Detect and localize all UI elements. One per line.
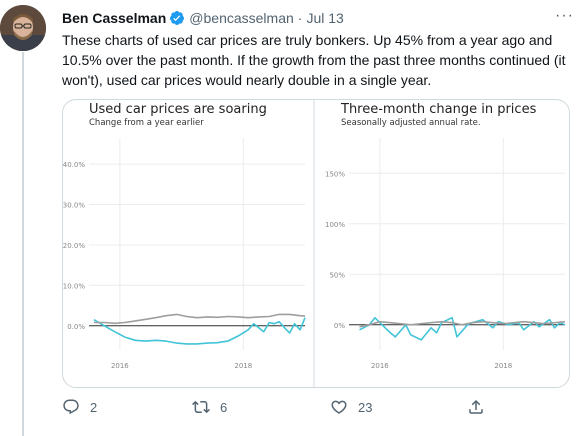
panel-divider bbox=[313, 100, 315, 387]
y-tick-label: 10.0% bbox=[63, 282, 85, 290]
x-tick-label: 2018 bbox=[494, 362, 512, 370]
reply-button[interactable]: 2 bbox=[62, 398, 97, 416]
chart-subtitle: Seasonally adjusted annual rate. bbox=[341, 118, 481, 128]
x-tick-label: 2016 bbox=[111, 362, 129, 370]
chart-subtitle: Change from a year earlier bbox=[89, 118, 204, 128]
more-icon[interactable]: ··· bbox=[555, 7, 574, 24]
x-tick-label: 2016 bbox=[371, 362, 389, 370]
series-line bbox=[359, 316, 566, 341]
chart-title: Three-month change in prices bbox=[341, 102, 537, 117]
tweet-text: These charts of used car prices are trul… bbox=[62, 32, 566, 88]
chart-panel-yoy: 40.0% 30.0% 20.0% 10.0% 0.0% 2016 2018 Used ca… bbox=[63, 100, 313, 387]
like-button[interactable]: 23 bbox=[330, 398, 372, 416]
series-line bbox=[93, 317, 306, 345]
share-button[interactable] bbox=[467, 398, 485, 416]
retweet-icon bbox=[192, 400, 210, 414]
reply-icon bbox=[63, 399, 79, 415]
tweet-header: Ben Casselman @bencasselman · Jul 13 bbox=[62, 8, 578, 28]
share-icon bbox=[469, 399, 483, 414]
y-tick-label: 50% bbox=[329, 271, 345, 279]
y-tick-label: 40.0% bbox=[63, 161, 85, 169]
x-tick-label: 2018 bbox=[234, 362, 252, 370]
tweet-timestamp[interactable]: Jul 13 bbox=[306, 10, 344, 26]
thread-line bbox=[22, 52, 24, 436]
y-tick-label: 100% bbox=[325, 221, 345, 229]
separator-dot: · bbox=[297, 10, 303, 26]
tweet-media[interactable]: 40.0% 30.0% 20.0% 10.0% 0.0% 2016 2018 Used ca… bbox=[62, 99, 570, 388]
y-tick-label: 150% bbox=[325, 170, 345, 178]
like-count: 23 bbox=[358, 399, 373, 415]
chart-title: Used car prices are soaring bbox=[89, 102, 267, 117]
y-tick-label: 0% bbox=[334, 322, 345, 330]
chart-yoy: 40.0% 30.0% 20.0% 10.0% 0.0% 2016 2018 bbox=[63, 138, 306, 370]
tweet-actions: 2 6 23 bbox=[62, 398, 502, 418]
like-icon bbox=[331, 400, 347, 414]
author-handle[interactable]: @bencasselman bbox=[189, 10, 294, 26]
verified-badge-icon bbox=[169, 10, 185, 26]
chart-panel-3month: 150% 100% 50% 0% 2016 2018 Three-month change… bbox=[315, 100, 569, 387]
reply-count: 2 bbox=[90, 399, 98, 415]
avatar[interactable] bbox=[0, 5, 46, 51]
retweet-count: 6 bbox=[220, 399, 228, 415]
chart-3month: 150% 100% 50% 0% 2016 2018 bbox=[325, 138, 566, 370]
author-name[interactable]: Ben Casselman bbox=[62, 10, 167, 26]
retweet-button[interactable]: 6 bbox=[192, 398, 227, 416]
y-tick-label: 20.0% bbox=[63, 242, 85, 250]
series-line bbox=[359, 320, 566, 328]
y-tick-label: 0.0% bbox=[67, 323, 85, 331]
y-tick-label: 30.0% bbox=[63, 202, 85, 210]
series-line bbox=[93, 313, 306, 325]
